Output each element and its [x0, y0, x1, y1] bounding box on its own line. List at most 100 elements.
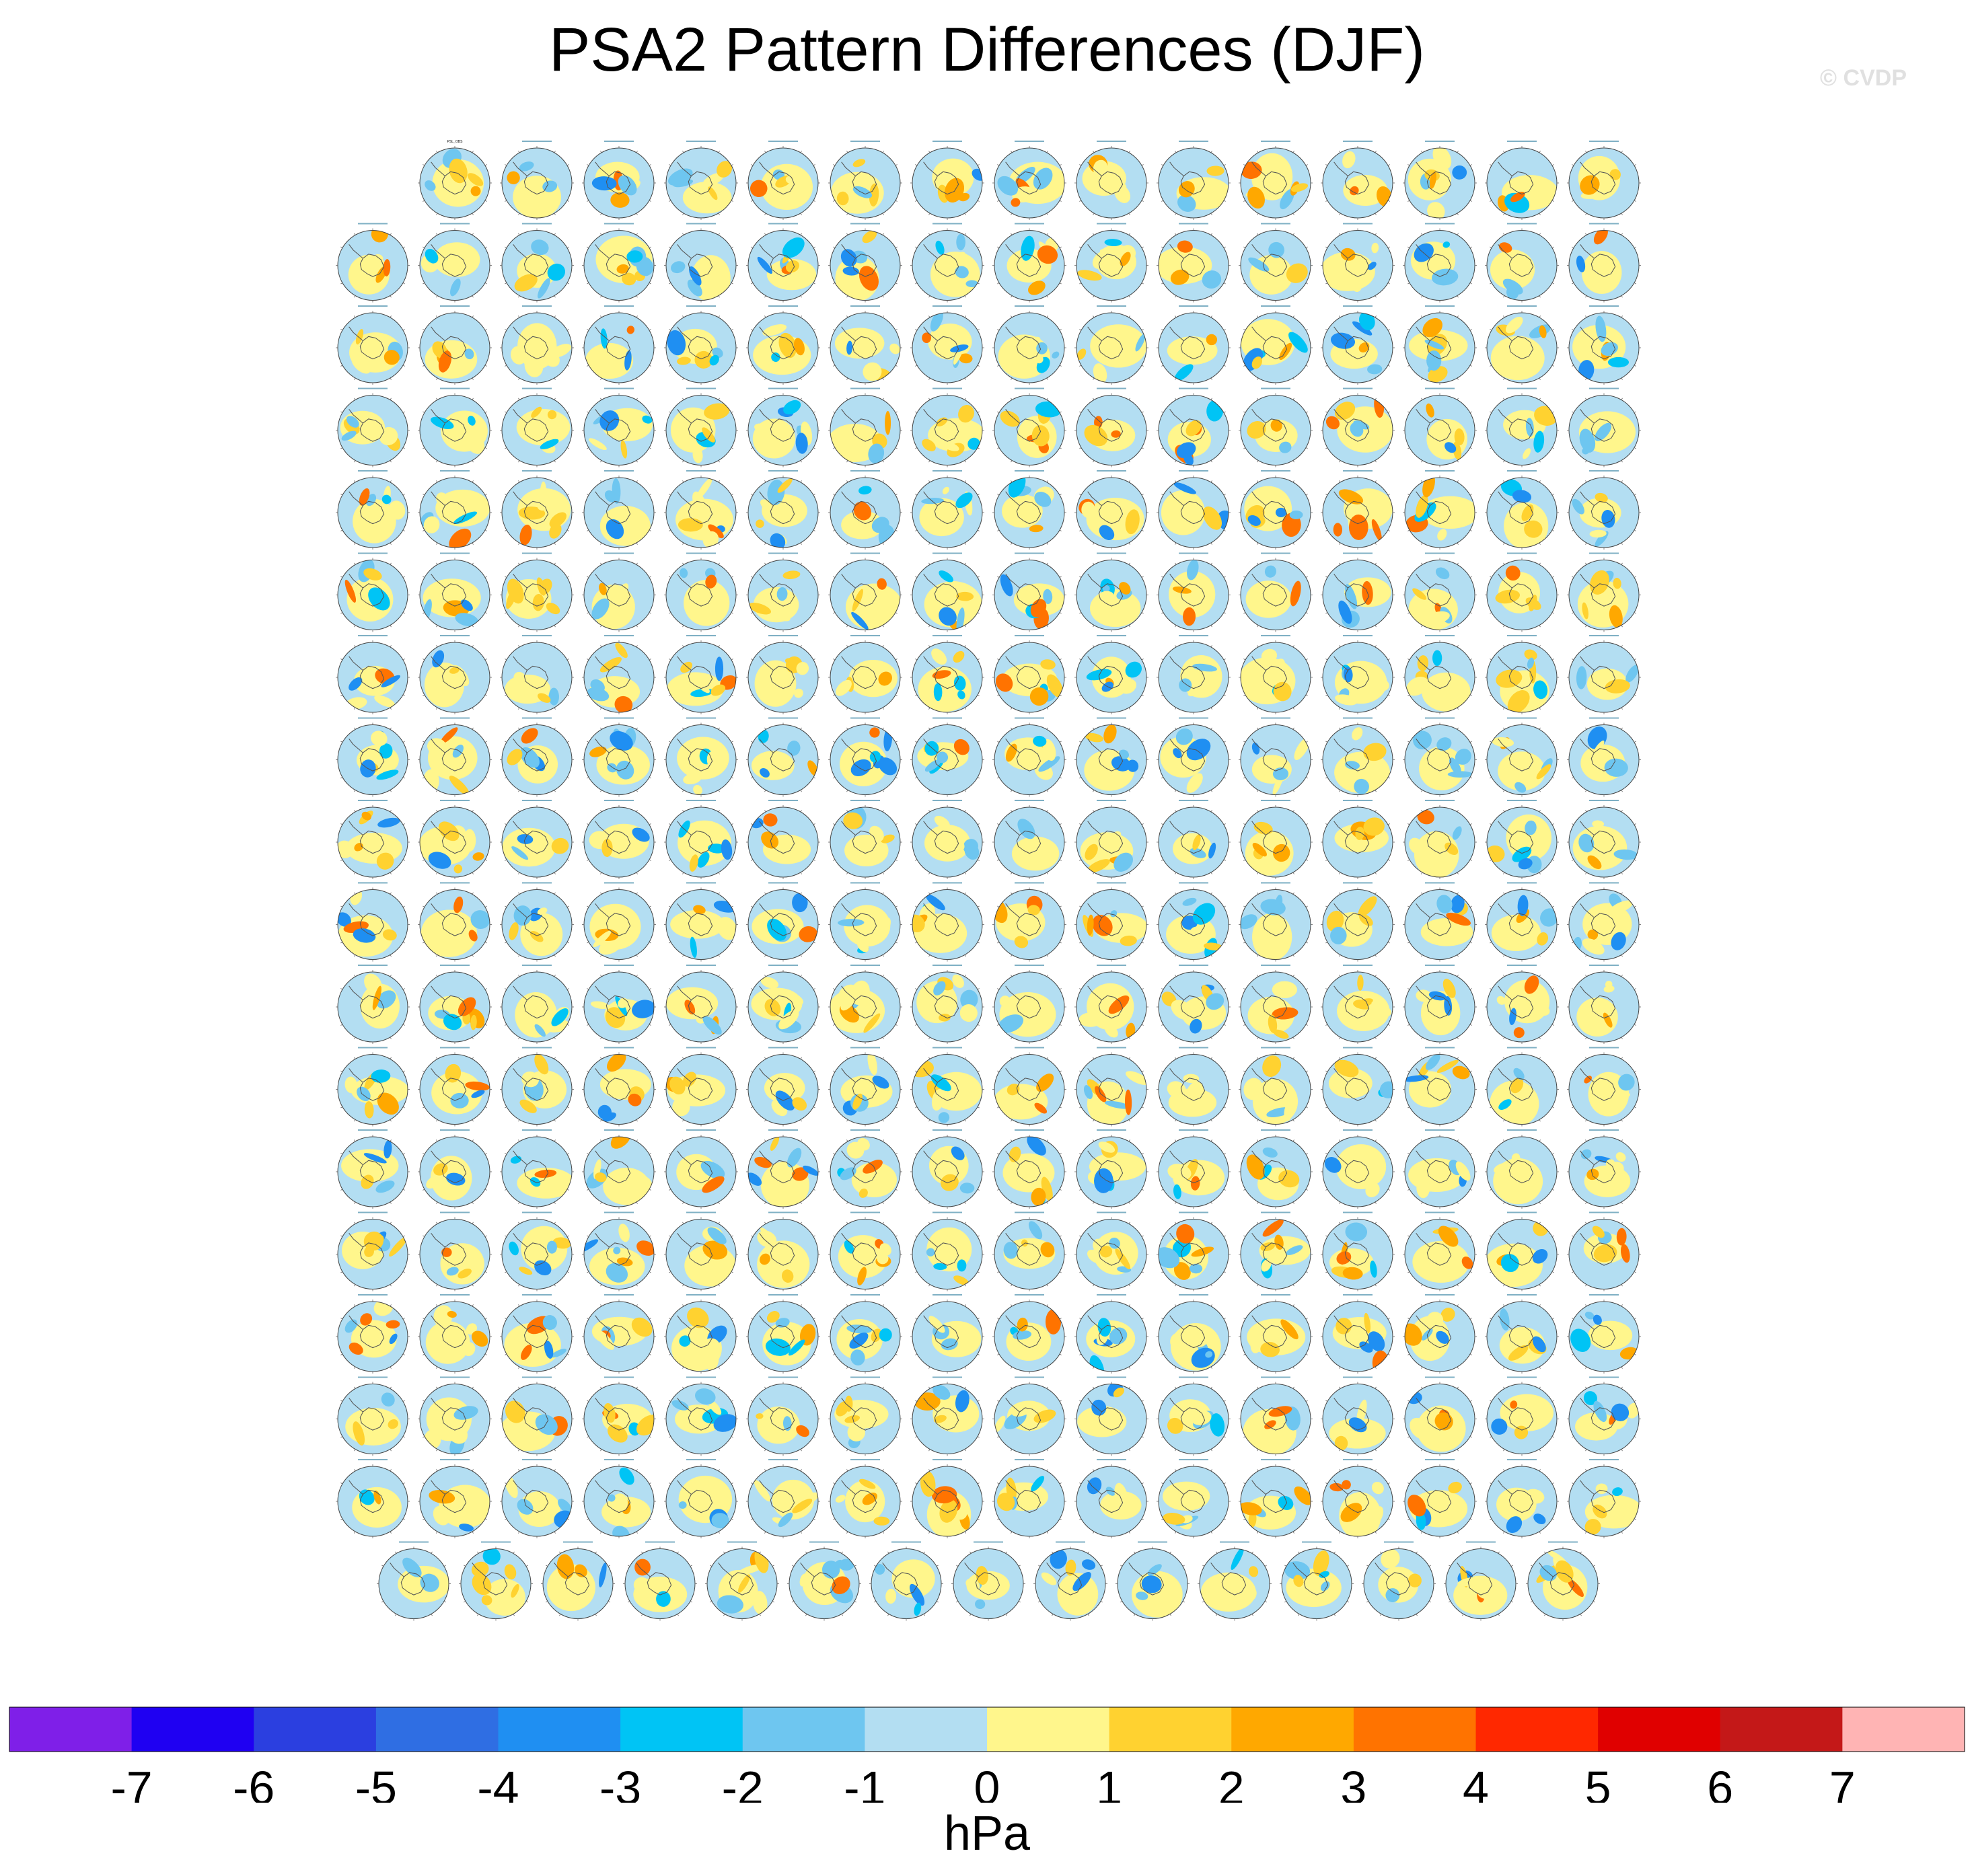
longitude-tick — [1210, 1119, 1212, 1122]
longitude-tick — [813, 411, 815, 413]
longitude-tick — [436, 1119, 438, 1122]
panel-title-line — [850, 800, 880, 801]
longitude-tick — [1634, 741, 1636, 743]
panel-title-line — [768, 470, 798, 472]
anomaly-contour — [774, 611, 791, 622]
longitude-tick — [1325, 1024, 1328, 1026]
anomaly-contour — [852, 159, 866, 167]
longitude-tick — [1457, 480, 1459, 483]
map-panel — [500, 800, 574, 879]
longitude-tick — [1503, 1139, 1505, 1142]
map-panel — [1403, 635, 1477, 714]
longitude-tick — [554, 315, 556, 318]
anomaly-contour — [871, 517, 889, 533]
longitude-tick — [1621, 707, 1623, 710]
map-panel — [500, 1047, 574, 1127]
longitude-tick — [1257, 872, 1259, 874]
map-panel — [500, 305, 574, 385]
longitude-tick — [436, 233, 438, 235]
anomaly-contour — [449, 528, 472, 548]
longitude-tick — [1210, 727, 1212, 730]
longitude-tick — [1539, 398, 1541, 400]
longitude-tick — [1257, 151, 1259, 153]
coastline — [1333, 408, 1370, 442]
coastline — [431, 491, 467, 525]
longitude-tick — [1421, 1037, 1423, 1039]
longitude-tick — [423, 659, 425, 661]
panel-title-line — [686, 800, 716, 801]
anomaly-contour — [590, 679, 605, 693]
longitude-tick — [1572, 447, 1574, 449]
map-panel — [746, 717, 820, 797]
map-panel — [500, 717, 574, 797]
longitude-tick — [1634, 1070, 1636, 1072]
longitude-tick — [436, 810, 438, 813]
panel-title-line — [440, 1211, 470, 1213]
map-panel — [910, 1047, 984, 1127]
longitude-tick — [587, 329, 589, 331]
map-panel — [1321, 635, 1395, 714]
panel-title-line — [1343, 387, 1373, 389]
longitude-tick — [997, 1070, 1000, 1072]
longitude-tick — [1375, 315, 1377, 318]
longitude-tick — [340, 1153, 343, 1155]
coastline — [923, 573, 959, 607]
longitude-tick — [1210, 1139, 1212, 1142]
longitude-tick — [472, 398, 474, 400]
longitude-tick — [1079, 741, 1082, 743]
anomaly-contour — [1030, 599, 1047, 617]
longitude-tick — [1387, 1106, 1390, 1109]
map-panel: PSL_OBS — [418, 140, 492, 220]
map-panel-grid: PSL_OBS — [336, 140, 1641, 1621]
longitude-tick — [1257, 975, 1259, 977]
longitude-tick — [1490, 859, 1492, 861]
longitude-tick — [669, 164, 671, 166]
map-panel — [1403, 1047, 1477, 1127]
anomaly-contour — [1177, 240, 1193, 253]
longitude-tick — [751, 859, 754, 861]
longitude-tick — [718, 727, 720, 730]
longitude-tick — [1292, 213, 1294, 215]
longitude-tick — [1210, 645, 1212, 648]
map-panel — [1485, 800, 1559, 879]
panel-title-line — [522, 470, 552, 472]
longitude-tick — [1408, 859, 1410, 861]
longitude-tick — [587, 1235, 589, 1237]
longitude-tick — [1585, 975, 1587, 977]
longitude-tick — [1093, 1037, 1095, 1039]
longitude-tick — [649, 1024, 651, 1026]
anomaly-contour — [1504, 192, 1530, 213]
panel-title-line — [440, 717, 470, 719]
longitude-tick — [402, 1153, 405, 1155]
longitude-tick — [340, 1189, 343, 1191]
longitude-tick — [1210, 872, 1212, 874]
panel-title-line — [1179, 882, 1208, 884]
longitude-tick — [587, 200, 589, 202]
panel-title-line — [1097, 223, 1126, 225]
longitude-tick — [518, 1037, 520, 1039]
longitude-tick — [1585, 810, 1587, 813]
longitude-tick — [484, 494, 487, 496]
longitude-tick — [1161, 411, 1164, 413]
longitude-tick — [566, 612, 569, 614]
longitude-tick — [731, 859, 733, 861]
longitude-tick — [682, 233, 684, 235]
anomaly-contour — [1043, 589, 1053, 604]
longitude-tick — [1046, 954, 1048, 957]
longitude-tick — [1572, 741, 1574, 743]
longitude-tick — [484, 1106, 487, 1109]
longitude-tick — [1257, 1139, 1259, 1142]
coastline — [513, 408, 549, 442]
map-panel — [746, 635, 820, 714]
longitude-tick — [915, 942, 918, 944]
longitude-tick — [682, 645, 684, 648]
longitude-tick — [390, 1057, 392, 1059]
map-panel — [1239, 882, 1313, 962]
panel-title-line — [850, 635, 880, 636]
longitude-tick — [1634, 494, 1636, 496]
panel-title-line — [358, 882, 388, 884]
longitude-tick — [1141, 494, 1144, 496]
coastline — [513, 161, 549, 195]
longitude-tick — [1141, 283, 1144, 285]
longitude-tick — [649, 1235, 651, 1237]
